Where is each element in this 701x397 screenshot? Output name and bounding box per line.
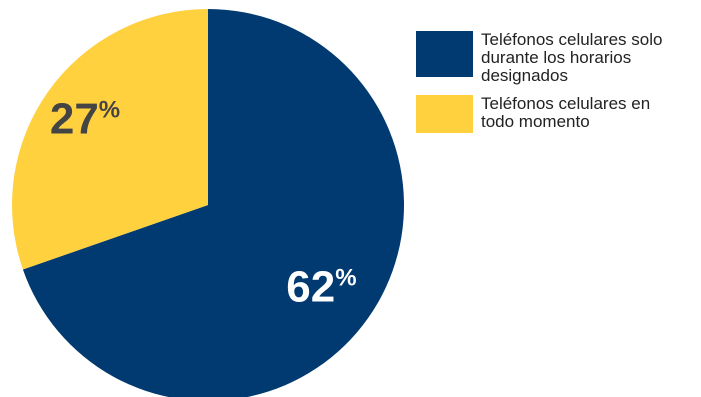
slice-labels: 62%27% [50, 95, 357, 312]
legend-label-designated-hours: Teléfonos celulares solo durante los hor… [481, 31, 662, 85]
legend: Teléfonos celulares solo durante los hor… [416, 31, 696, 143]
slice-percent-sign: % [335, 265, 356, 292]
legend-label-line: Teléfonos celulares solo [481, 30, 663, 49]
legend-item-designated-hours: Teléfonos celulares solo durante los hor… [416, 31, 696, 85]
slice-value-label: 27% [50, 95, 120, 144]
pie-slice [12, 9, 208, 270]
legend-label-line: designados [481, 66, 568, 85]
legend-label-all-times: Teléfonos celulares en todo momento [481, 95, 650, 131]
legend-swatch-all-times [416, 95, 473, 133]
legend-item-all-times: Teléfonos celulares en todo momento [416, 95, 696, 133]
slice-value: 62 [286, 263, 335, 312]
slice-percent-sign: % [99, 97, 120, 124]
pie-chart: 62%27% [12, 9, 404, 397]
legend-label-line: durante los horarios [481, 48, 632, 67]
pie-slice [22, 9, 404, 397]
legend-label-line: todo momento [481, 112, 590, 131]
slice-value: 27 [50, 95, 99, 144]
legend-swatch-designated-hours [416, 31, 473, 77]
legend-label-line: Teléfonos celulares en [481, 94, 651, 113]
slice-value-label: 62% [286, 263, 356, 312]
pie-slices [12, 9, 404, 397]
